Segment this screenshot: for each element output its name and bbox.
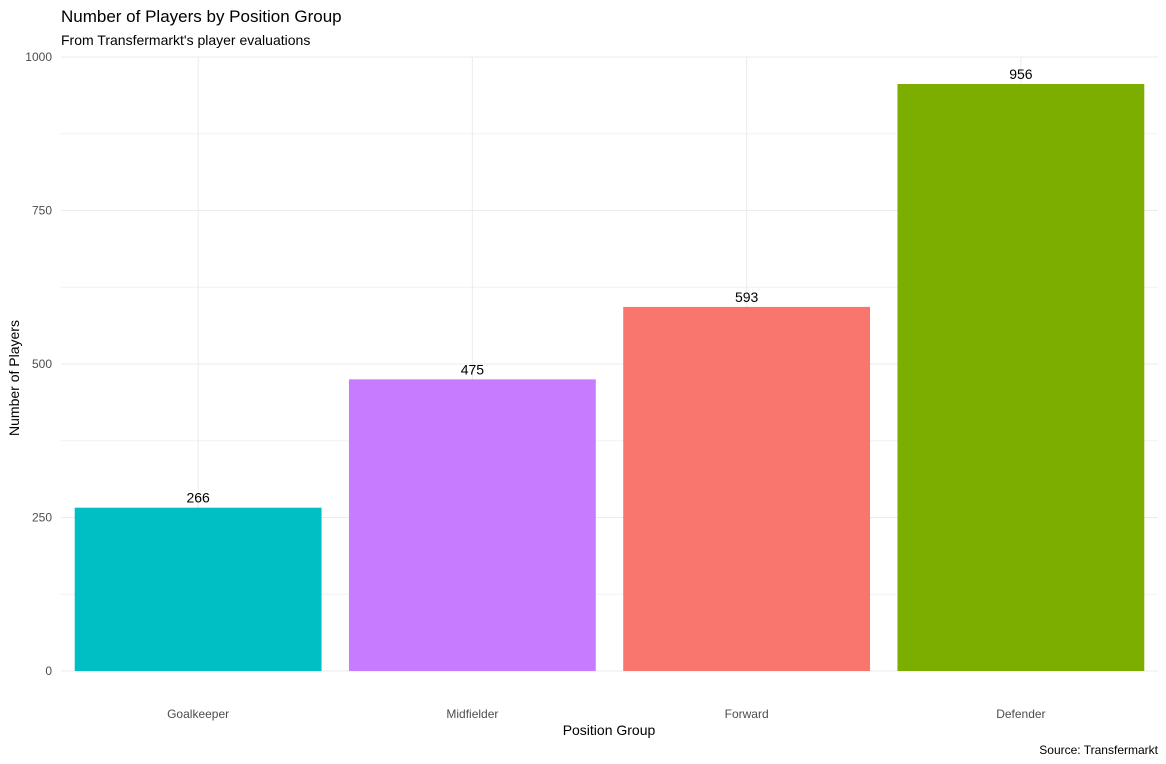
y-tick-label: 1000 <box>25 50 52 64</box>
y-tick-label: 250 <box>32 511 52 525</box>
y-tick-label: 750 <box>32 204 52 218</box>
data-label-midfielder: 475 <box>461 361 485 377</box>
chart-caption: Source: Transfermarkt <box>1039 743 1158 757</box>
data-label-defender: 956 <box>1009 66 1033 82</box>
y-tick-label: 500 <box>32 357 52 371</box>
bar-defender <box>897 84 1145 672</box>
chart-title: Number of Players by Position Group <box>61 7 342 26</box>
y-tick-label: 0 <box>45 664 52 678</box>
x-tick-label: Goalkeeper <box>167 707 229 721</box>
x-axis-ticks: Goalkeeper Midfielder Forward Defender <box>167 707 1045 721</box>
data-label-forward: 593 <box>735 289 759 305</box>
x-axis-title: Position Group <box>563 722 656 738</box>
x-tick-label: Midfielder <box>446 707 498 721</box>
bar-forward <box>623 306 871 671</box>
bars <box>74 84 1145 672</box>
bar-goalkeeper <box>74 507 322 671</box>
y-axis-ticks: 0 250 500 750 1000 <box>25 50 52 678</box>
data-label-goalkeeper: 266 <box>186 490 210 506</box>
y-axis-title: Number of Players <box>6 320 22 436</box>
data-labels: 266 475 593 956 <box>186 66 1032 506</box>
x-tick-label: Forward <box>725 707 769 721</box>
bar-midfielder <box>348 379 596 671</box>
chart-subtitle: From Transfermarkt's player evaluations <box>61 32 310 48</box>
x-tick-label: Defender <box>996 707 1045 721</box>
